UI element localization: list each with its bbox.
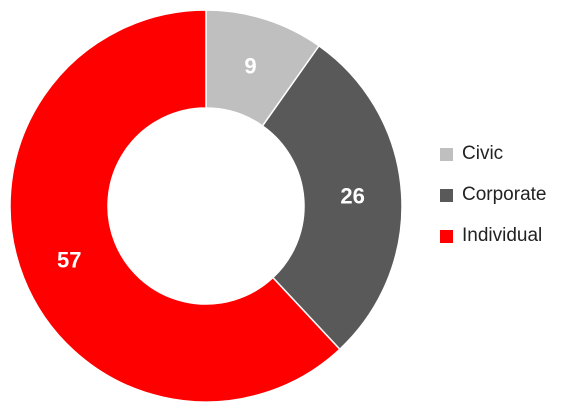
legend: Civic Corporate Individual: [440, 143, 547, 266]
data-label-corporate: 26: [340, 183, 364, 208]
legend-swatch-individual: [440, 229, 453, 243]
legend-swatch-civic: [440, 147, 453, 161]
data-label-civic: 9: [244, 53, 256, 78]
slice-individual: [9, 9, 341, 403]
legend-swatch-corporate: [440, 188, 453, 202]
legend-label-civic: Civic: [462, 143, 504, 164]
legend-item-civic: Civic: [440, 143, 547, 165]
legend-item-individual: Individual: [440, 225, 547, 247]
legend-label-individual: Individual: [462, 225, 543, 246]
slice-corporate: [261, 44, 403, 351]
legend-item-corporate: Corporate: [440, 184, 547, 206]
legend-label-corporate: Corporate: [462, 184, 547, 205]
data-label-individual: 57: [57, 247, 81, 272]
